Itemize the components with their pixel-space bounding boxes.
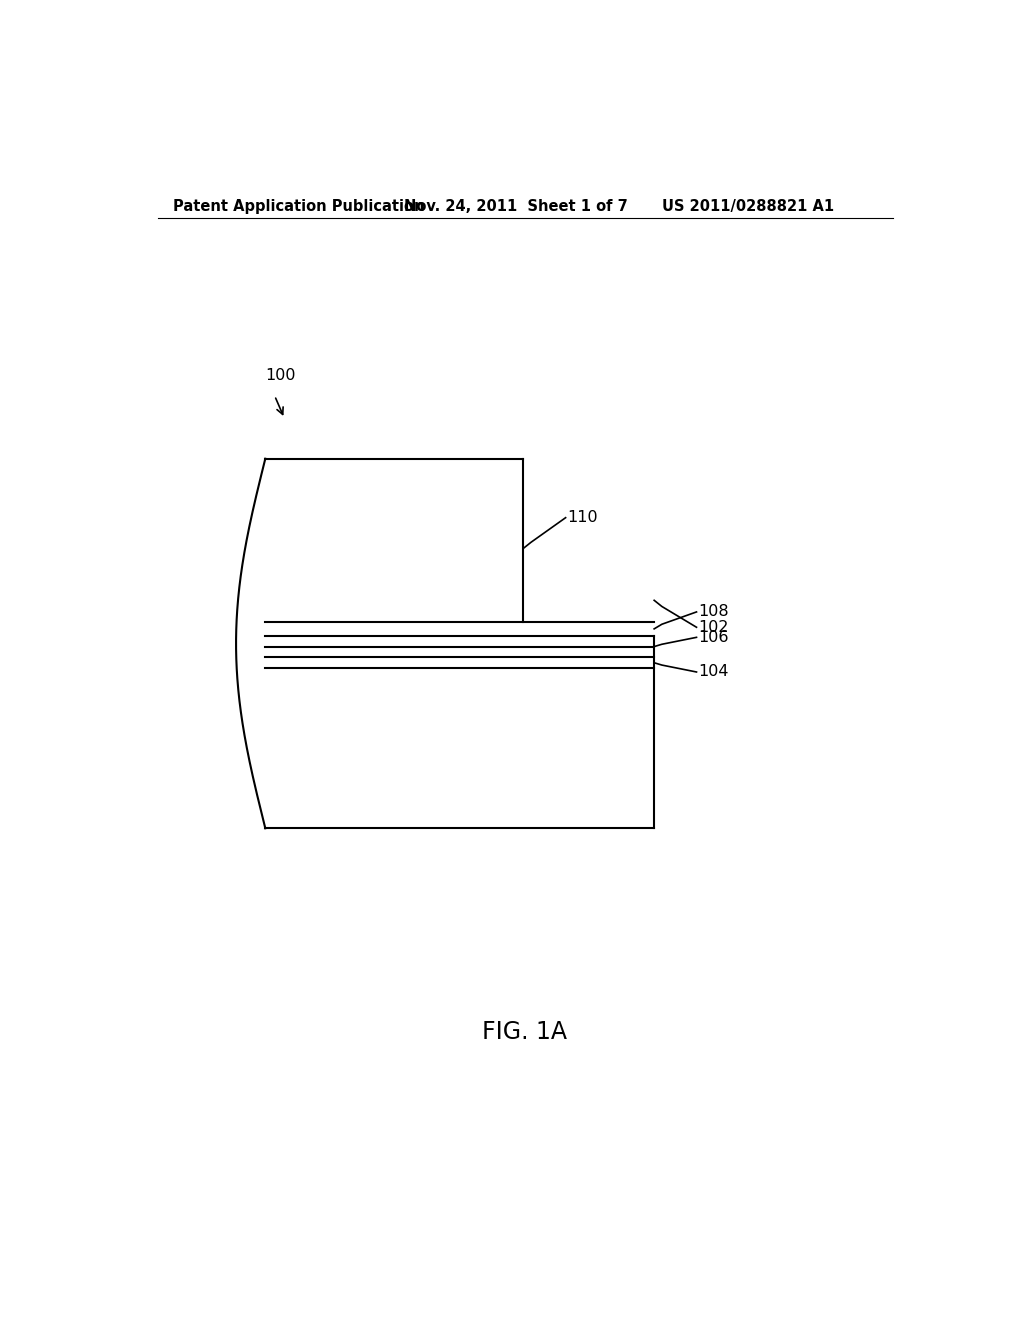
Text: 104: 104 (698, 664, 728, 680)
Text: Nov. 24, 2011  Sheet 1 of 7: Nov. 24, 2011 Sheet 1 of 7 (403, 198, 628, 214)
Text: 108: 108 (698, 605, 729, 619)
Text: FIG. 1A: FIG. 1A (482, 1020, 567, 1044)
Text: Patent Application Publication: Patent Application Publication (173, 198, 424, 214)
Text: 100: 100 (265, 368, 296, 383)
Text: 110: 110 (567, 511, 598, 525)
Text: US 2011/0288821 A1: US 2011/0288821 A1 (662, 198, 834, 214)
Text: 106: 106 (698, 630, 728, 645)
Text: 102: 102 (698, 620, 728, 635)
